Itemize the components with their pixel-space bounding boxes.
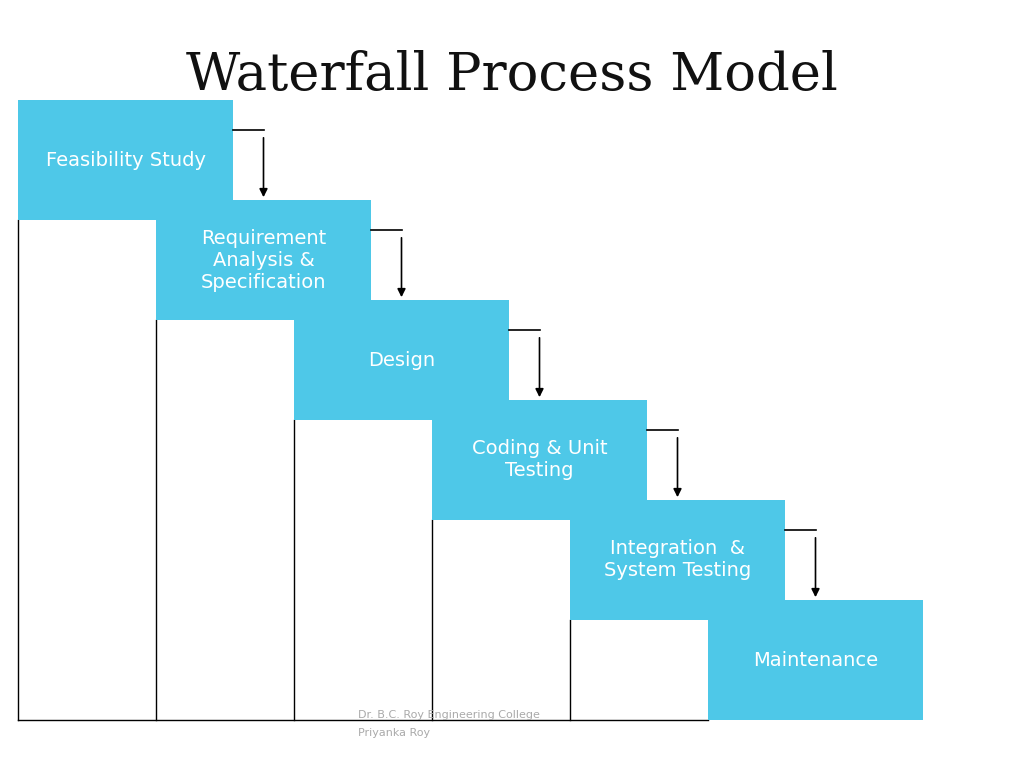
- FancyBboxPatch shape: [18, 100, 233, 220]
- FancyBboxPatch shape: [156, 200, 371, 320]
- FancyBboxPatch shape: [570, 500, 785, 620]
- Text: Waterfall Process Model: Waterfall Process Model: [186, 50, 838, 101]
- Text: Dr. B.C. Roy Engineering College: Dr. B.C. Roy Engineering College: [358, 710, 540, 720]
- FancyBboxPatch shape: [708, 600, 923, 720]
- Text: Requirement
Analysis &
Specification: Requirement Analysis & Specification: [201, 229, 327, 292]
- Text: Priyanka Roy: Priyanka Roy: [358, 728, 430, 738]
- FancyBboxPatch shape: [432, 400, 647, 520]
- Text: Integration  &
System Testing: Integration & System Testing: [604, 539, 752, 581]
- Text: Design: Design: [368, 350, 435, 369]
- Text: Coding & Unit
Testing: Coding & Unit Testing: [472, 439, 607, 481]
- Text: Maintenance: Maintenance: [753, 650, 878, 670]
- Text: Feasibility Study: Feasibility Study: [45, 151, 206, 170]
- FancyBboxPatch shape: [294, 300, 509, 420]
